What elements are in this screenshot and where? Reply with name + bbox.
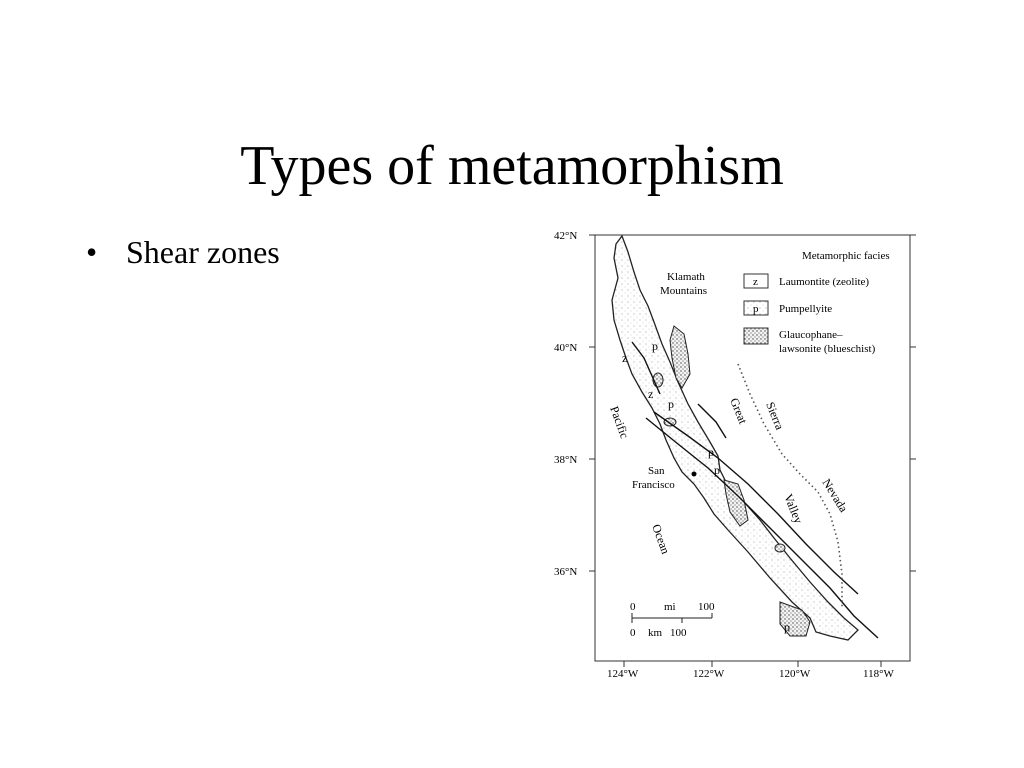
facies-mark-z2: z	[648, 387, 653, 401]
bullet-item: • Shear zones	[86, 232, 280, 272]
facies-mark-p5: p	[784, 620, 790, 634]
legend-symbol-z: z	[753, 276, 758, 288]
scale-bar: 0 mi 100 0 km 100	[630, 601, 715, 639]
facies-mark-z1: z	[622, 351, 627, 365]
bullet-list: • Shear zones	[86, 232, 280, 272]
facies-mark-p2: p	[668, 397, 674, 411]
legend-symbol-p: p	[753, 303, 759, 315]
scale-mi-unit: mi	[664, 601, 676, 613]
scale-km-max: 100	[670, 627, 687, 639]
lon-label-118w: 118°W	[863, 668, 894, 680]
blueschist-patch-small-3	[774, 543, 786, 553]
bullet-text: Shear zones	[126, 234, 280, 270]
fault-lines	[631, 341, 879, 639]
facies-mark-p1: p	[652, 339, 658, 353]
blueschist-patch-central	[723, 479, 749, 527]
blueschist-patch-south	[779, 601, 811, 637]
lat-label-36n: 36°N	[554, 566, 577, 578]
lon-label-124w: 124°W	[607, 668, 639, 680]
facies-mark-p4: p	[714, 463, 720, 477]
blueschist-patch-north	[669, 325, 691, 389]
lat-label-40n: 40°N	[554, 342, 577, 354]
lon-label-122w: 122°W	[693, 668, 725, 680]
facies-mark-p3: p	[708, 445, 714, 459]
lon-label-120w: 120°W	[779, 668, 811, 680]
slide-title: Types of metamorphism	[240, 134, 784, 197]
map-legend: Metamorphic facies z Laumontite (zeolite…	[743, 250, 890, 355]
legend-swatch-zeolite	[743, 273, 769, 289]
scale-km-unit: km	[648, 627, 663, 639]
lat-label-42n: 42°N	[554, 230, 577, 242]
legend-label-blueschist-1: Glaucophane–	[779, 329, 843, 341]
lat-label-38n: 38°N	[554, 454, 577, 466]
legend-title: Metamorphic facies	[802, 250, 890, 262]
sierra-nevada-boundary	[737, 363, 843, 608]
map-ticks	[589, 234, 916, 667]
california-metamorphic-facies-map: 42°N 40°N 38°N 36°N 124°W 122°W 120°W 11…	[554, 230, 916, 680]
san-francisco-marker	[691, 471, 697, 477]
blueschist-patch-small-2	[663, 417, 677, 427]
legend-swatch-pumpellyite	[743, 300, 769, 316]
legend-label-pumpellyite: Pumpellyite	[779, 303, 832, 315]
scale-km-zero: 0	[630, 627, 636, 639]
scale-mi-max: 100	[698, 601, 715, 613]
bullet-marker: •	[86, 234, 98, 270]
legend-label-zeolite: Laumontite (zeolite)	[779, 276, 869, 288]
label-francisco: Francisco	[632, 479, 675, 491]
label-mountains: Mountains	[660, 285, 707, 297]
label-klamath: Klamath	[667, 271, 705, 283]
scale-mi-zero: 0	[630, 601, 636, 613]
legend-label-blueschist-2: lawsonite (blueschist)	[779, 343, 876, 355]
legend-swatch-blueschist	[743, 327, 769, 345]
label-san: San	[648, 465, 665, 477]
